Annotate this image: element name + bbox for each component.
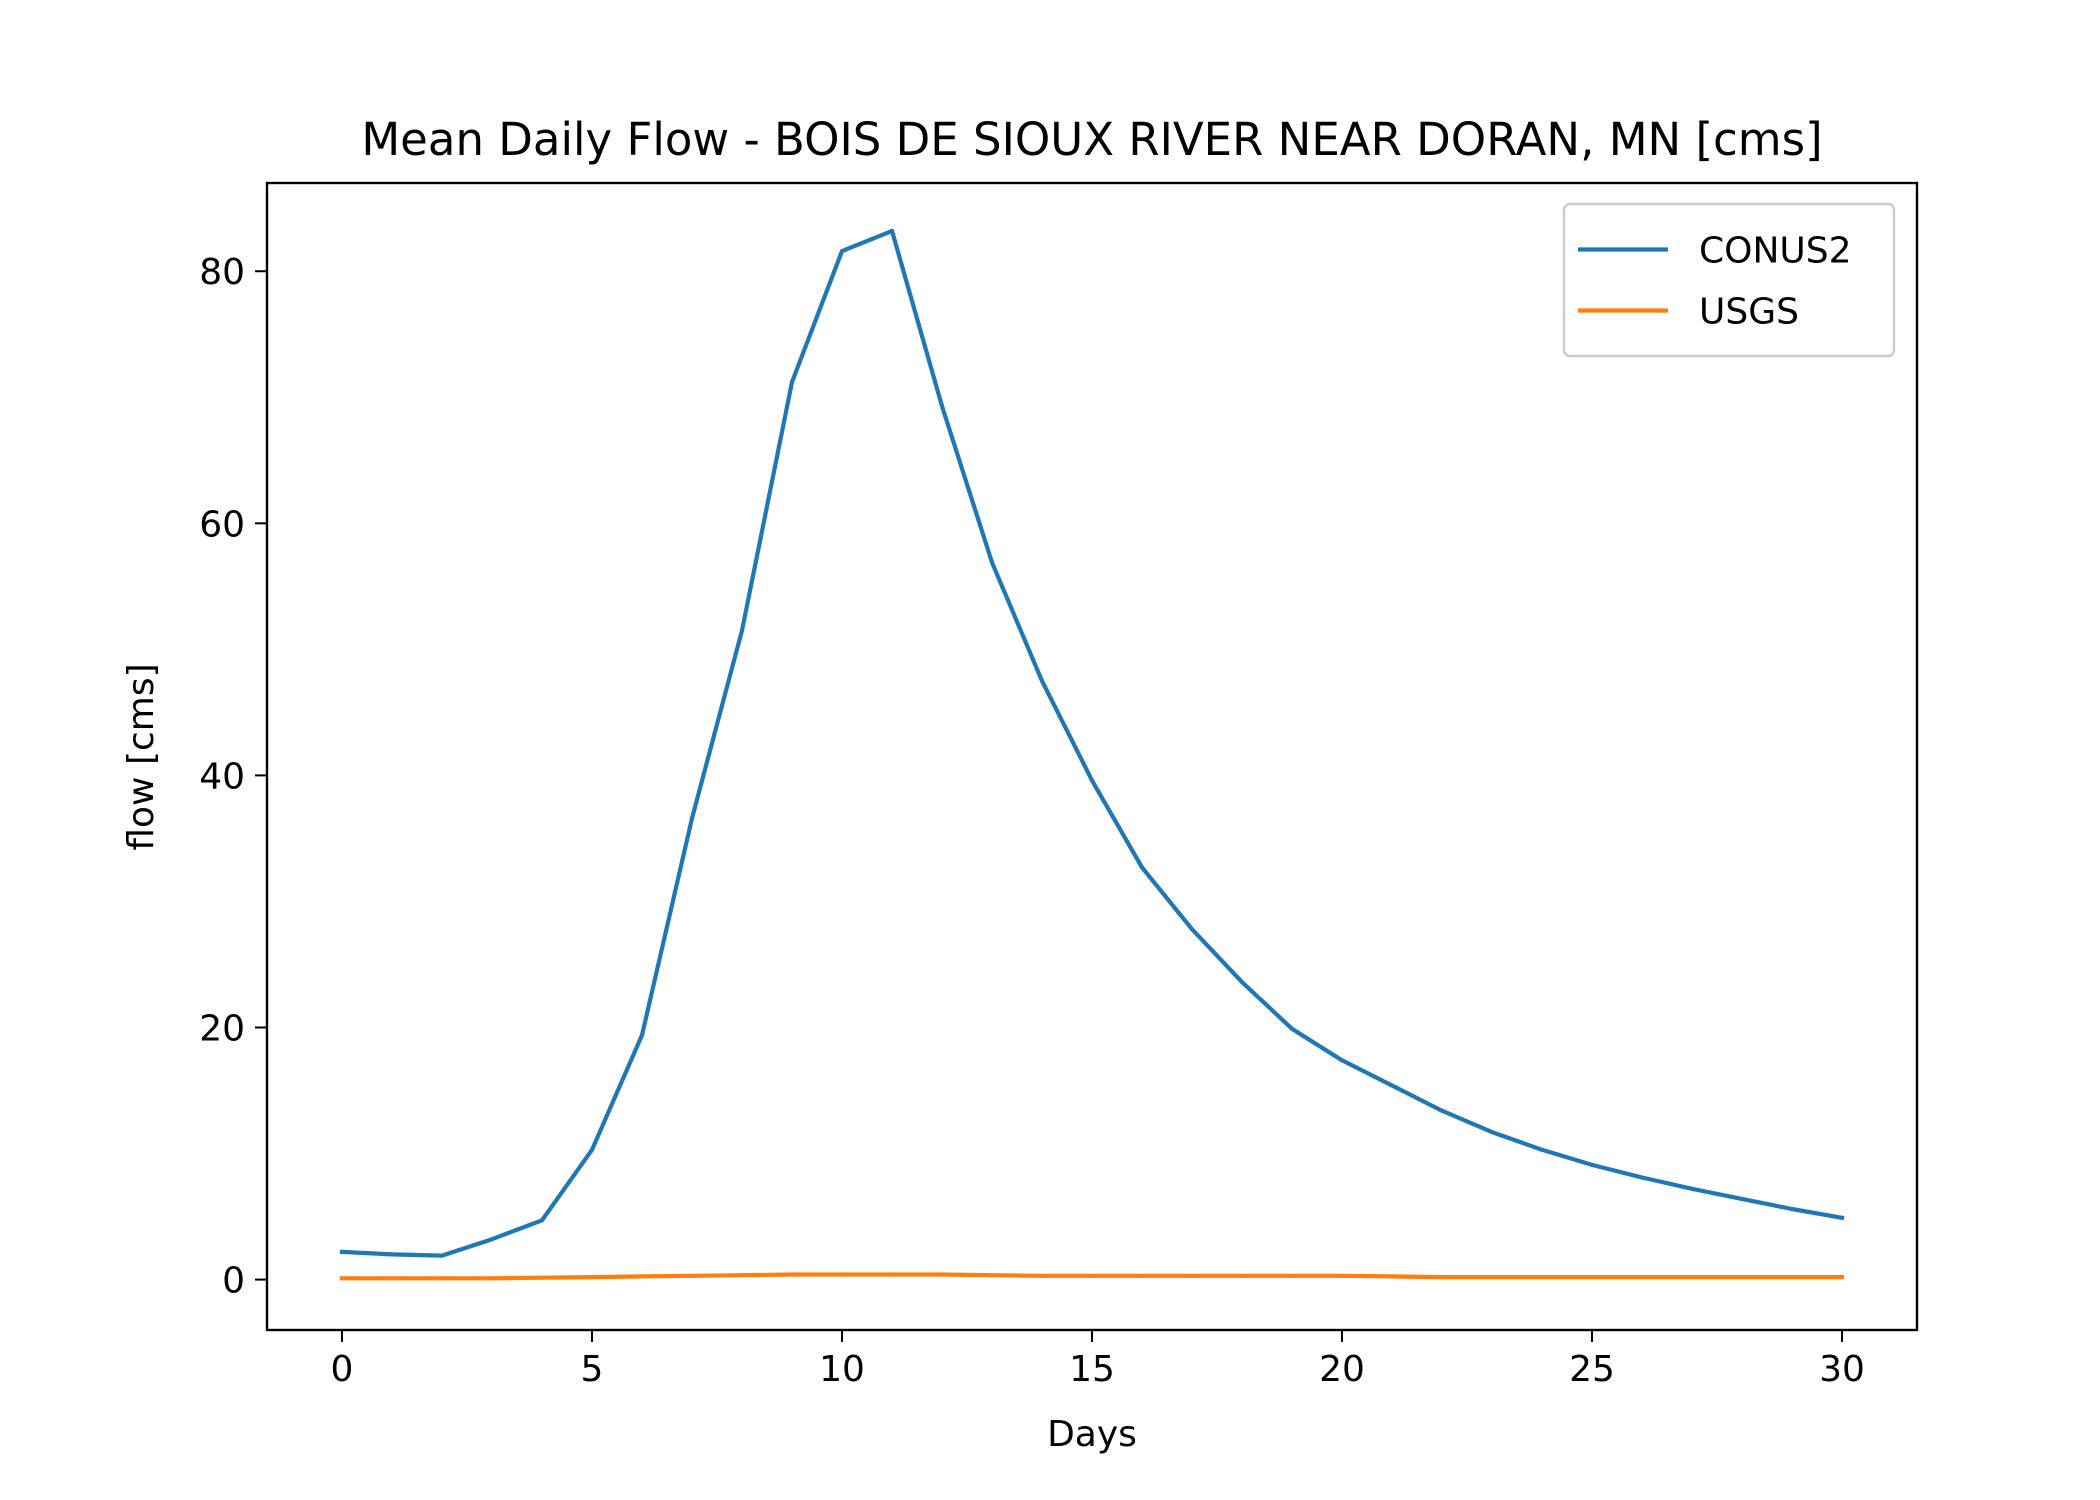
data-point-conus2 (389, 1252, 395, 1257)
data-point-conus2 (1689, 1186, 1695, 1191)
data-point-conus2 (1339, 1058, 1345, 1063)
data-point-conus2 (489, 1237, 495, 1242)
data-point-conus2 (1839, 1215, 1845, 1220)
data-point-usgs (1589, 1274, 1595, 1280)
data-point-usgs (889, 1272, 895, 1277)
data-point-usgs (589, 1274, 595, 1280)
legend-label-conus2: CONUS2 (1699, 231, 1852, 272)
data-point-usgs (389, 1276, 395, 1281)
data-point-usgs (839, 1272, 845, 1277)
data-point-conus2 (339, 1249, 345, 1254)
data-point-conus2 (1039, 678, 1045, 683)
data-point-usgs (489, 1276, 495, 1281)
data-point-conus2 (539, 1218, 545, 1223)
data-point-usgs (789, 1272, 795, 1277)
data-point-conus2 (1089, 778, 1095, 783)
data-point-usgs (689, 1273, 695, 1278)
data-point-usgs (439, 1276, 445, 1281)
y-tick-label: 80 (199, 252, 245, 293)
data-point-conus2 (839, 248, 845, 254)
x-tick-label: 15 (1069, 1349, 1115, 1390)
x-tick-label: 5 (581, 1349, 604, 1390)
data-point-usgs (1089, 1273, 1095, 1278)
data-point-conus2 (589, 1147, 595, 1152)
data-point-usgs (1489, 1274, 1495, 1280)
x-tick-label: 25 (1569, 1349, 1615, 1390)
chart-title: Mean Daily Flow - BOIS DE SIOUX RIVER NE… (361, 113, 1822, 166)
data-point-usgs (1289, 1273, 1295, 1278)
legend-label-usgs: USGS (1699, 292, 1799, 333)
data-point-conus2 (1289, 1026, 1295, 1031)
data-point-usgs (1239, 1273, 1245, 1278)
data-point-conus2 (1439, 1108, 1445, 1113)
data-point-usgs (639, 1274, 645, 1279)
data-point-conus2 (1539, 1147, 1545, 1152)
data-point-usgs (539, 1275, 545, 1280)
data-point-usgs (1039, 1273, 1045, 1278)
data-point-conus2 (439, 1253, 445, 1258)
series-usgs (339, 1272, 1845, 1281)
data-point-conus2 (1139, 865, 1145, 870)
legend-frame (1562, 202, 1896, 358)
data-point-conus2 (1239, 980, 1245, 985)
x-tick-label: 20 (1319, 1349, 1365, 1390)
data-point-usgs (739, 1273, 745, 1278)
data-point-usgs (1439, 1274, 1445, 1280)
data-point-usgs (1689, 1274, 1695, 1280)
x-tick-label: 10 (819, 1349, 865, 1390)
y-tick-label: 20 (199, 1008, 245, 1049)
x-tick-label: 30 (1819, 1349, 1865, 1390)
data-point-usgs (1639, 1274, 1645, 1280)
y-axis: 0 20 40 60 80 (199, 252, 267, 1302)
x-tick-label: 0 (331, 1349, 354, 1390)
data-point-usgs (1839, 1274, 1845, 1280)
legend: CONUS2 USGS (1562, 202, 1896, 358)
data-point-usgs (1389, 1274, 1395, 1279)
data-point-conus2 (889, 228, 895, 233)
data-point-conus2 (939, 403, 945, 409)
data-point-conus2 (689, 816, 695, 821)
data-point-usgs (1539, 1274, 1545, 1280)
data-point-usgs (989, 1273, 995, 1278)
data-point-conus2 (1639, 1175, 1645, 1180)
data-point-conus2 (1789, 1206, 1795, 1212)
series-layer (339, 228, 1845, 1281)
x-axis: 0 5 10 15 20 25 30 (331, 1330, 1865, 1390)
data-point-usgs (1339, 1273, 1345, 1278)
data-point-usgs (1789, 1274, 1795, 1280)
data-point-conus2 (1739, 1196, 1745, 1202)
data-point-conus2 (1589, 1162, 1595, 1167)
x-axis-label: Days (1047, 1414, 1137, 1455)
y-tick-label: 60 (199, 504, 245, 545)
data-point-conus2 (989, 560, 995, 565)
data-point-conus2 (1189, 927, 1195, 932)
y-tick-label: 0 (222, 1261, 245, 1302)
y-tick-label: 40 (199, 756, 245, 797)
data-point-conus2 (739, 628, 745, 633)
data-point-usgs (1189, 1273, 1195, 1278)
data-point-usgs (1139, 1273, 1145, 1278)
data-point-usgs (1739, 1274, 1745, 1280)
series-conus2 (339, 228, 1845, 1258)
series-line-conus2 (339, 228, 1845, 1258)
data-point-conus2 (789, 380, 795, 385)
data-point-conus2 (639, 1032, 645, 1038)
data-point-usgs (939, 1272, 945, 1277)
data-point-conus2 (1389, 1083, 1395, 1088)
y-axis-label: flow [cms] (121, 663, 162, 850)
data-point-usgs (339, 1276, 345, 1281)
data-point-conus2 (1489, 1130, 1495, 1135)
